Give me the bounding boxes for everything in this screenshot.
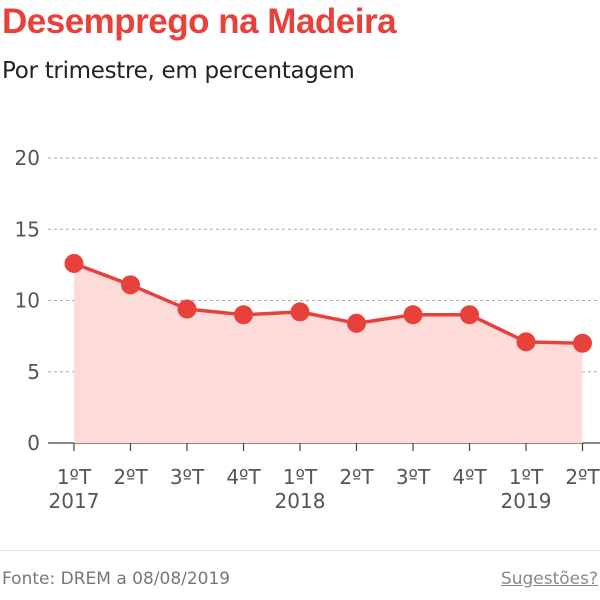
data-point-7: [460, 305, 479, 325]
source-note: Fonte: DREM a 08/08/2019: [2, 569, 231, 589]
data-point-9: [573, 333, 592, 353]
suggestions-link[interactable]: Sugestões?: [500, 569, 598, 589]
data-point-1: [121, 275, 140, 295]
data-points: [64, 253, 592, 353]
x-tick-label-7: 4ºT: [452, 465, 487, 489]
data-point-3: [234, 305, 253, 325]
x-tick-label-3: 4ºT: [226, 465, 261, 489]
year-label-2019: 2019: [501, 489, 552, 513]
y-tick-label-15: 15: [15, 217, 40, 241]
page-subtitle: Por trimestre, em percentagem: [2, 58, 355, 84]
page-title: Desemprego na Madeira: [2, 2, 397, 41]
x-tick-label-0: 1ºT: [57, 465, 92, 489]
year-label-2018: 2018: [275, 489, 326, 513]
x-tick-label-4: 1ºT: [283, 465, 318, 489]
x-axis-ticks: [73, 443, 584, 451]
data-point-5: [347, 313, 366, 333]
x-tick-label-9: 2ºT: [565, 465, 600, 489]
y-tick-label-10: 10: [15, 289, 40, 313]
year-label-2017: 2017: [49, 489, 100, 513]
x-axis-labels: 1ºT 2ºT 3ºT 4ºT 1ºT 2ºT 3ºT 4ºT 1ºT 2ºT 2017 2018 20…: [49, 465, 600, 513]
data-point-4: [290, 302, 310, 322]
y-axis-labels: 0 5 10 15 20: [15, 146, 40, 455]
x-tick-label-6: 3ºT: [396, 465, 431, 489]
x-tick-label-8: 1ºT: [509, 465, 544, 489]
data-point-8: [516, 332, 536, 352]
footer-divider: [0, 550, 600, 551]
x-tick-label-5: 2ºT: [339, 465, 374, 489]
y-tick-label-20: 20: [15, 146, 40, 170]
unemployment-chart: 0 5 10 15 20 1ºT 2ºT 3ºT 4ºT 1ºT 2ºT 3ºT 4ºT 1ºT 2ºT 2…: [15, 146, 600, 513]
x-tick-label-1: 2ºT: [113, 465, 148, 489]
data-point-2: [177, 299, 197, 319]
chart-line: [73, 261, 583, 345]
series-line: [73, 261, 583, 345]
x-tick-label-2: 3ºT: [170, 465, 205, 489]
chart-area: [74, 263, 583, 443]
y-tick-label-0: 0: [27, 431, 40, 455]
data-point-0: [64, 253, 84, 273]
data-point-6: [403, 305, 423, 325]
area-fill: [74, 263, 583, 443]
y-tick-label-5: 5: [27, 360, 40, 384]
